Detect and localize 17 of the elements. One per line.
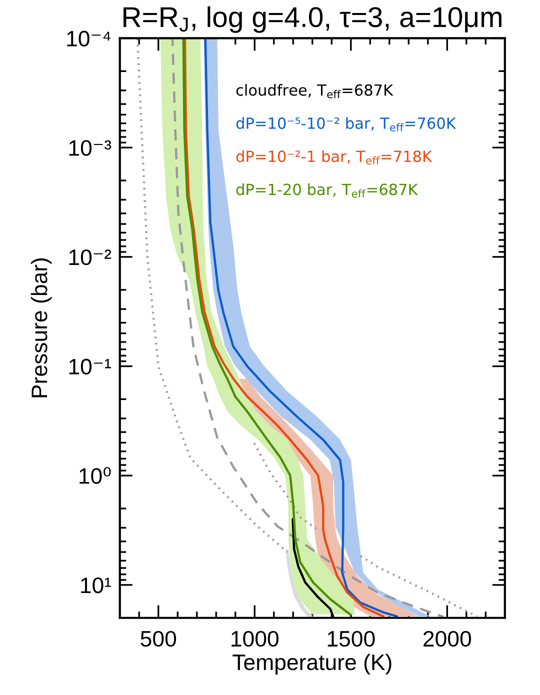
chart-title: R=R$_{J}$, log g=4.0, τ=3, a=10μm <box>124 6 502 33</box>
x-tick-label: 1500 <box>328 630 375 647</box>
y-tick-label: 10⁻¹ <box>69 358 112 375</box>
y-tick-label: 10¹ <box>81 577 112 594</box>
y-tick-label: 10⁻⁴ <box>67 30 110 46</box>
text: dP=10⁻²-1 bar, T$_{eff}$=718K <box>236 150 432 165</box>
x-tick-label: 2000 <box>424 630 471 647</box>
x-tick-label: 1000 <box>232 630 278 647</box>
text: cloudfree, T$_{eff}$=687K <box>236 84 394 98</box>
x-tick-label: 500 <box>140 630 176 647</box>
y-tick-label: 10⁻³ <box>69 140 112 156</box>
text: dP=1-20 bar, T$_{eff}$=687K <box>236 183 418 198</box>
y-tick-label: 10⁻² <box>69 249 112 266</box>
y-axis-title: Pressure (bar) <box>30 258 52 398</box>
x-axis-title: Temperature (K) <box>232 654 392 675</box>
y-tick-label: 10⁰ <box>80 467 111 484</box>
series-label: dP=10⁻⁵-10⁻² bar, T$_{eff}$=760K <box>236 117 456 132</box>
